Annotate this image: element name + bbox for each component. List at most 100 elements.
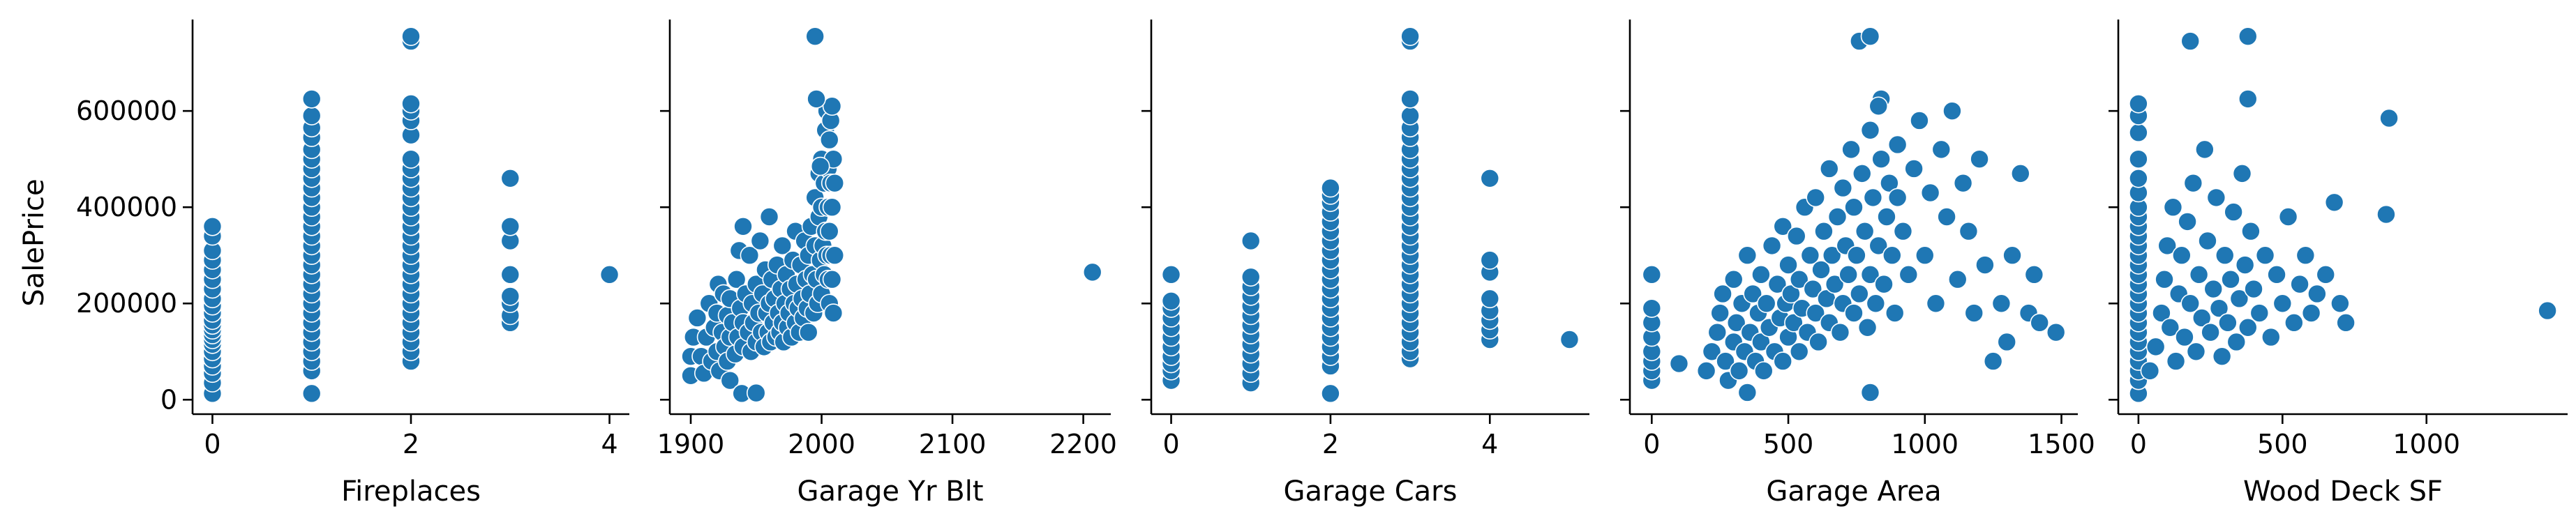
data-point — [1726, 313, 1746, 333]
data-point — [1825, 274, 1845, 294]
data-point — [1642, 265, 1662, 284]
data-point — [1756, 294, 1776, 314]
data-point — [1321, 383, 1340, 404]
data-point — [1942, 101, 1962, 121]
data-point — [2189, 265, 2209, 284]
data-point — [2129, 149, 2148, 169]
scatter-series — [1642, 26, 2066, 402]
data-point — [2238, 26, 2258, 46]
data-point — [1779, 255, 1798, 275]
data-point — [1743, 284, 1762, 304]
data-point — [1480, 168, 1500, 188]
data-point — [2201, 322, 2220, 342]
data-point — [301, 89, 322, 109]
data-point — [2140, 361, 2160, 381]
data-point — [1970, 149, 1989, 169]
x-tick-label: 0 — [204, 429, 220, 459]
data-point — [1964, 303, 1984, 323]
data-point — [2163, 197, 2183, 217]
data-point — [1789, 269, 1809, 289]
y-tick-label: 0 — [160, 384, 177, 415]
data-point — [401, 26, 421, 46]
data-point — [740, 245, 760, 266]
data-point — [1931, 139, 1952, 160]
data-point — [2538, 300, 2557, 321]
data-point — [1751, 265, 1771, 284]
data-point — [1723, 269, 1744, 289]
data-point — [1885, 303, 1905, 323]
data-point — [1937, 207, 1956, 227]
data-point — [1773, 217, 1793, 236]
data-point — [1809, 332, 1828, 352]
data-point — [2336, 313, 2356, 333]
data-point — [1863, 188, 1883, 208]
data-point — [2206, 188, 2226, 208]
data-point — [1161, 291, 1181, 311]
data-point — [798, 322, 818, 342]
data-point — [1241, 231, 1261, 251]
scatter-series — [2129, 26, 2557, 404]
data-point — [1882, 245, 1902, 266]
data-point — [1737, 383, 1758, 402]
data-point — [500, 168, 521, 188]
data-point — [1910, 111, 1929, 130]
data-point — [2284, 313, 2304, 333]
data-point — [1811, 260, 1831, 280]
data-point — [1786, 226, 1806, 246]
data-point — [2232, 164, 2252, 183]
data-point — [759, 207, 779, 227]
data-point — [2238, 317, 2258, 337]
data-point — [1959, 221, 1979, 241]
data-point — [2175, 327, 2194, 347]
panel-garage-area: 0 500 1000 1500 Garage Area — [1620, 20, 2095, 508]
data-point — [1642, 298, 1662, 318]
x-axis-label: Wood Deck SF — [2243, 475, 2443, 508]
data-point — [1729, 361, 1749, 381]
data-point — [1975, 255, 1995, 275]
data-point — [1857, 317, 1878, 337]
x-tick-label: 2000 — [788, 429, 855, 459]
data-point — [2172, 245, 2192, 266]
data-point — [733, 217, 753, 236]
panel-garage-yr-blt: 1900 2000 2100 2200 Garage Yr Blt — [657, 20, 1117, 508]
data-point — [202, 217, 223, 236]
data-point — [2180, 31, 2201, 51]
data-point — [500, 217, 521, 236]
data-point — [750, 231, 770, 251]
data-point — [1400, 89, 1420, 109]
data-point — [1819, 159, 1839, 178]
data-point — [1241, 267, 1261, 287]
data-point — [825, 245, 845, 266]
data-point — [1754, 361, 1774, 381]
data-point — [2203, 279, 2224, 299]
x-axis-label: Garage Yr Blt — [797, 475, 983, 508]
data-point — [1847, 245, 1866, 266]
data-point — [301, 106, 322, 125]
data-point — [1400, 106, 1420, 125]
data-point — [819, 221, 839, 241]
data-point — [2241, 221, 2261, 241]
data-point — [1789, 342, 1809, 362]
data-point — [746, 383, 766, 403]
data-point — [2129, 168, 2148, 188]
x-tick-label: 2100 — [919, 429, 987, 459]
y-tick-label: 600000 — [76, 96, 177, 126]
data-point — [1874, 274, 1894, 294]
x-tick-label: 2 — [403, 429, 419, 459]
data-point — [1806, 303, 1825, 323]
x-axis-label: Garage Cars — [1284, 475, 1458, 508]
data-point — [822, 197, 842, 217]
y-axis-label: SalePrice — [18, 178, 50, 306]
x-axis-label: Garage Area — [1766, 475, 1941, 508]
data-point — [1803, 279, 1823, 299]
panel-fireplaces: 0 200000 400000 600000 0 2 4 Fireplaces — [76, 20, 629, 508]
data-point — [1710, 303, 1730, 323]
data-point — [2229, 289, 2249, 309]
data-point — [2129, 123, 2148, 143]
data-point — [1751, 332, 1771, 352]
x-tick-label: 500 — [2257, 429, 2308, 459]
data-point — [2030, 313, 2049, 333]
data-point — [1716, 351, 1735, 371]
data-point — [1860, 26, 1880, 46]
data-point — [1920, 183, 1940, 203]
